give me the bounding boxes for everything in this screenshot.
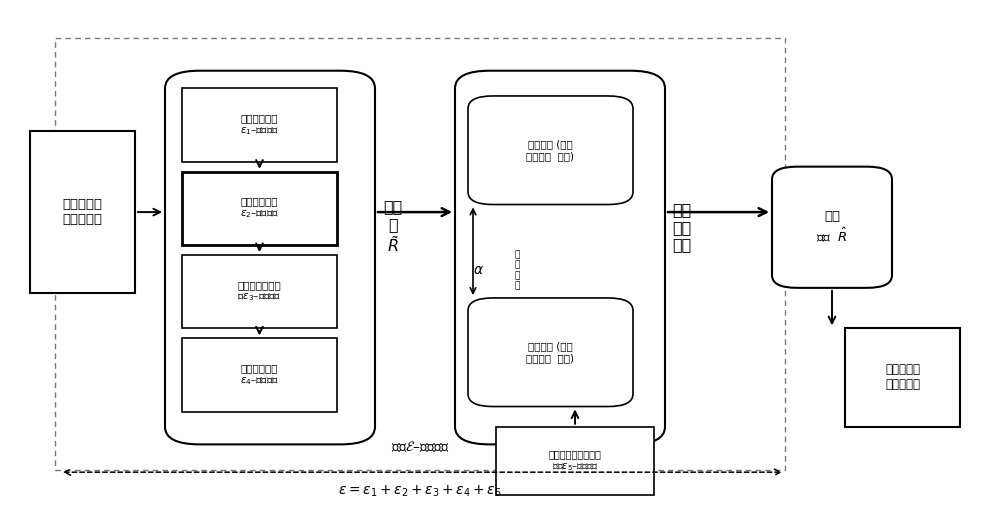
Text: 用户平均加入
$\varepsilon_4$–差分隐私: 用户平均加入 $\varepsilon_4$–差分隐私 <box>240 363 279 387</box>
Text: 折扣全局平均加
入$\varepsilon_3$–差分隐私: 折扣全局平均加 入$\varepsilon_3$–差分隐私 <box>237 280 282 304</box>
Text: 矩阵分解时目标扰动
满足$\varepsilon_5$–差分隐私: 矩阵分解时目标扰动 满足$\varepsilon_5$–差分隐私 <box>549 449 601 473</box>
FancyBboxPatch shape <box>772 167 892 288</box>
Text: 推荐若干个
项目给用户: 推荐若干个 项目给用户 <box>885 364 920 391</box>
FancyBboxPatch shape <box>468 96 633 205</box>
Text: 预测
评分  $\hat{R}$: 预测 评分 $\hat{R}$ <box>816 210 848 244</box>
Text: 满足$\mathcal{E}$–差分隐私: 满足$\mathcal{E}$–差分隐私 <box>391 439 449 455</box>
Text: 全局平均加入
$\varepsilon_1$–差分隐私: 全局平均加入 $\varepsilon_1$–差分隐私 <box>240 113 279 137</box>
Text: 多个用户历
史评分记录: 多个用户历 史评分记录 <box>62 198 103 226</box>
Text: 项目平均加入
$\varepsilon_2$–差分隐私: 项目平均加入 $\varepsilon_2$–差分隐私 <box>240 196 279 220</box>
FancyBboxPatch shape <box>182 255 337 328</box>
Text: 协同过滤 (局部
推荐算法  信息): 协同过滤 (局部 推荐算法 信息) <box>526 139 574 161</box>
FancyBboxPatch shape <box>182 172 337 245</box>
FancyBboxPatch shape <box>496 427 654 495</box>
Text: 协同过滤 (全局
推荐算法  信息): 协同过滤 (全局 推荐算法 信息) <box>526 341 574 363</box>
Text: $\varepsilon=\varepsilon_1+\varepsilon_2+\varepsilon_3+\varepsilon_4+\varepsilon: $\varepsilon=\varepsilon_1+\varepsilon_2… <box>338 484 502 499</box>
FancyBboxPatch shape <box>845 328 960 427</box>
Text: $\alpha$: $\alpha$ <box>473 263 483 277</box>
FancyBboxPatch shape <box>182 88 337 162</box>
Text: 集成
推荐
方法: 集成 推荐 方法 <box>672 203 692 252</box>
FancyBboxPatch shape <box>468 298 633 407</box>
FancyBboxPatch shape <box>182 338 337 412</box>
FancyBboxPatch shape <box>30 131 135 293</box>
FancyBboxPatch shape <box>165 71 375 444</box>
Text: 平
衡
系
数: 平 衡 系 数 <box>514 250 520 290</box>
FancyBboxPatch shape <box>455 71 665 444</box>
Text: 预处
理
$\tilde{R}$: 预处 理 $\tilde{R}$ <box>383 199 403 255</box>
Bar <box>55 38 785 470</box>
